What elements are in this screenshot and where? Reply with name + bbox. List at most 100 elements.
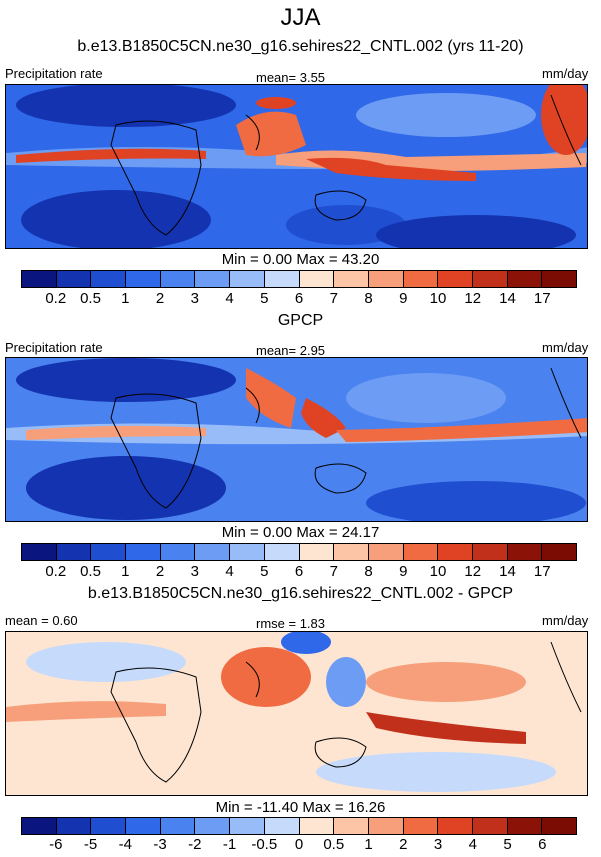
colorbar-tick-label: 0.5 bbox=[323, 836, 345, 853]
colorbar-swatch bbox=[160, 271, 196, 287]
colorbar-swatch bbox=[22, 544, 57, 560]
panel-3-minmax: Min = -11.40 Max = 16.26 bbox=[215, 799, 386, 816]
colorbar-swatch bbox=[299, 271, 335, 287]
colorbar-tick-label: 5 bbox=[260, 563, 269, 580]
colorbar-swatch bbox=[403, 544, 439, 560]
colorbar-tick-label: 6 bbox=[294, 563, 304, 580]
colorbar-tick-label: -1 bbox=[222, 836, 237, 853]
panel-1-title: b.e13.B1850C5CN.ne30_g16.sehires22_CNTL.… bbox=[77, 38, 524, 55]
panel-3-map-graphic bbox=[6, 632, 587, 795]
colorbar-tick-label: -4 bbox=[118, 836, 132, 853]
panel-2-units-label: mm/day bbox=[542, 340, 589, 355]
colorbar-swatch bbox=[264, 818, 300, 834]
panel-2-colorbar-ticks: 0.2 0.5 1 2 3 4 5 6 7 8 9 10 12 14 17 bbox=[21, 563, 577, 580]
colorbar-tick-label: 3 bbox=[190, 290, 199, 307]
panel-3-map bbox=[5, 631, 588, 796]
colorbar-swatch bbox=[472, 544, 508, 560]
colorbar-tick-label: -2 bbox=[188, 836, 202, 853]
colorbar-swatch bbox=[91, 271, 127, 287]
colorbar-swatch bbox=[542, 544, 576, 560]
colorbar-swatch bbox=[403, 818, 439, 834]
panel-2-mean-label: mean= 2.95 bbox=[256, 343, 326, 358]
colorbar-tick-label: 10 bbox=[429, 290, 447, 307]
colorbar-tick-label: 3 bbox=[433, 836, 443, 853]
panel-2-map bbox=[5, 357, 588, 522]
colorbar-tick-label: 14 bbox=[499, 290, 516, 307]
colorbar-tick-label: 8 bbox=[364, 563, 373, 580]
colorbar-swatch bbox=[56, 271, 92, 287]
panel-3-title: b.e13.B1850C5CN.ne30_g16.sehires22_CNTL.… bbox=[87, 585, 514, 602]
colorbar-tick-label: 2 bbox=[155, 290, 165, 307]
colorbar-swatch bbox=[438, 818, 473, 834]
colorbar-swatch bbox=[438, 271, 473, 287]
colorbar-swatch bbox=[334, 544, 369, 560]
colorbar-swatch bbox=[160, 818, 196, 834]
colorbar-tick-label: 8 bbox=[364, 290, 373, 307]
panel-3-mean-label: mean = 0.60 bbox=[5, 613, 78, 628]
panel-1-units-label: mm/day bbox=[542, 66, 589, 81]
colorbar-tick-label: 0.5 bbox=[80, 290, 101, 307]
colorbar-tick-label: 7 bbox=[329, 563, 338, 580]
colorbar-tick-label: -0.5 bbox=[251, 836, 278, 853]
colorbar-swatch bbox=[507, 818, 543, 834]
panel-1-variable-label: Precipitation rate bbox=[5, 66, 103, 81]
colorbar-tick-label: 5 bbox=[260, 290, 269, 307]
colorbar-swatch bbox=[126, 544, 161, 560]
panel-3-colorbar-ticks: -6 -5 -4 -3 -2 -1 -0.5 0 0.5 1 2 3 4 5 6 bbox=[21, 836, 577, 853]
colorbar-swatch bbox=[368, 271, 404, 287]
colorbar-swatch bbox=[195, 271, 231, 287]
figure-title: JJA bbox=[280, 4, 321, 31]
panel-3-rmse-label: rmse = 1.83 bbox=[256, 616, 326, 631]
colorbar-tick-label: 6 bbox=[294, 290, 304, 307]
colorbar-swatch bbox=[91, 818, 127, 834]
panel-2-variable-label: Precipitation rate bbox=[5, 340, 103, 355]
panel-2-minmax: Min = 0.00 Max = 24.17 bbox=[221, 524, 380, 541]
colorbar-swatch bbox=[160, 544, 196, 560]
colorbar-tick-label: 12 bbox=[464, 563, 482, 580]
colorbar-swatch bbox=[472, 818, 508, 834]
colorbar-tick-label: 3 bbox=[190, 563, 199, 580]
colorbar-swatch bbox=[472, 271, 508, 287]
colorbar-tick-label: 0.5 bbox=[80, 563, 101, 580]
colorbar-swatch bbox=[542, 271, 576, 287]
colorbar-swatch bbox=[91, 544, 127, 560]
colorbar-tick-label: 4 bbox=[468, 836, 477, 853]
colorbar-swatch bbox=[507, 544, 543, 560]
panel-3-units-label: mm/day bbox=[542, 613, 589, 628]
colorbar-tick-label: 0 bbox=[294, 836, 304, 853]
colorbar-swatch bbox=[126, 271, 161, 287]
colorbar-swatch bbox=[334, 271, 369, 287]
panel-1-colorbar bbox=[21, 270, 577, 288]
colorbar-tick-label: 12 bbox=[464, 290, 482, 307]
colorbar-tick-label: -3 bbox=[153, 836, 167, 853]
colorbar-swatch bbox=[22, 818, 57, 834]
panel-3-colorbar bbox=[21, 817, 577, 835]
colorbar-swatch bbox=[334, 818, 369, 834]
colorbar-swatch bbox=[264, 544, 300, 560]
colorbar-swatch bbox=[230, 818, 265, 834]
colorbar-swatch bbox=[299, 544, 335, 560]
colorbar-tick-label: 1 bbox=[364, 836, 373, 853]
colorbar-tick-label: 17 bbox=[533, 563, 551, 580]
colorbar-tick-label: 0.2 bbox=[45, 563, 67, 580]
colorbar-tick-label: 4 bbox=[225, 563, 234, 580]
panel-1-map bbox=[5, 84, 588, 249]
colorbar-tick-label: 17 bbox=[533, 290, 551, 307]
colorbar-swatch bbox=[230, 271, 265, 287]
colorbar-swatch bbox=[230, 544, 265, 560]
colorbar-swatch bbox=[403, 271, 439, 287]
colorbar-tick-label: -5 bbox=[83, 836, 98, 853]
colorbar-swatch bbox=[542, 818, 576, 834]
colorbar-swatch bbox=[195, 544, 231, 560]
colorbar-swatch bbox=[195, 818, 231, 834]
colorbar-swatch bbox=[56, 818, 92, 834]
colorbar-tick-label: 9 bbox=[399, 290, 408, 307]
panel-2-map-graphic bbox=[6, 358, 587, 521]
colorbar-tick-label: 7 bbox=[329, 290, 338, 307]
colorbar-tick-label: 2 bbox=[399, 836, 408, 853]
colorbar-tick-label: -6 bbox=[49, 836, 63, 853]
colorbar-tick-label: 10 bbox=[429, 563, 447, 580]
colorbar-tick-label: 0.2 bbox=[45, 290, 67, 307]
panel-2-colorbar bbox=[21, 543, 577, 561]
colorbar-tick-label: 2 bbox=[155, 563, 165, 580]
